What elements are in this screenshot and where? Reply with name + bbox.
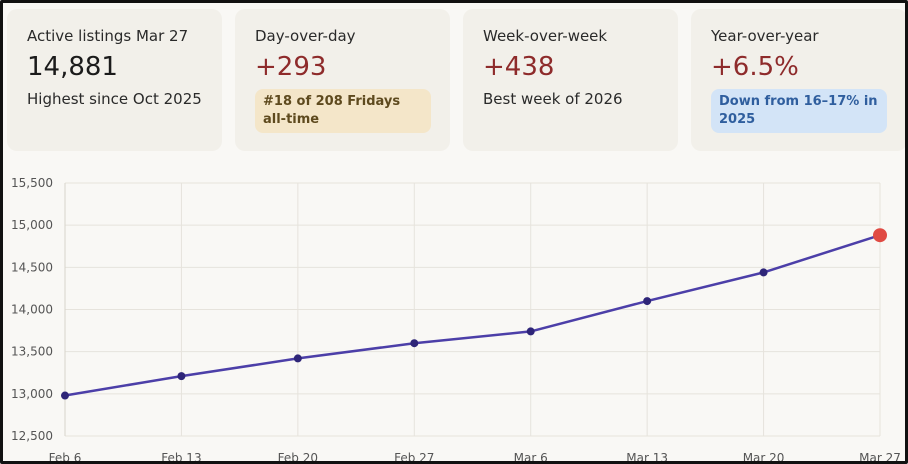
- week-over-week-card: Week-over-week +438 Best week of 2026: [463, 9, 678, 151]
- card-value: +438: [483, 52, 555, 82]
- card-value: +6.5%: [711, 52, 799, 82]
- y-tick-label: 14,500: [11, 260, 53, 274]
- card-value: +293: [255, 52, 327, 82]
- y-tick-label: 14,000: [11, 303, 53, 317]
- year-over-year-card: Year-over-year +6.5% Down from 16–17% in…: [691, 9, 905, 151]
- data-point: [759, 268, 768, 277]
- data-point: [177, 372, 186, 381]
- x-tick-label: Mar 20: [743, 451, 785, 464]
- day-over-day-card: Day-over-day +293 #18 of 208 Fridays all…: [235, 9, 450, 151]
- listings-line-chart: 12,500 13,000 13,500 14,000 14,500 15,000 15,5…: [11, 176, 901, 464]
- card-title: Week-over-week: [483, 27, 608, 45]
- y-tick-label: 15,000: [11, 218, 53, 232]
- x-tick-label: Mar 13: [626, 451, 668, 464]
- rank-badge: #18 of 208 Fridays all-time: [255, 89, 431, 133]
- data-point: [293, 354, 302, 363]
- x-tick-label: Mar 6: [514, 451, 548, 464]
- card-title: Year-over-year: [711, 27, 819, 45]
- card-subtitle: Best week of 2026: [483, 90, 623, 108]
- x-tick-label: Feb 27: [394, 451, 434, 464]
- active-listings-card: Active listings Mar 27 14,881 Highest si…: [7, 9, 222, 151]
- card-value: 14,881: [27, 52, 118, 82]
- card-title: Day-over-day: [255, 27, 356, 45]
- y-tick-label: 12,500: [11, 429, 53, 443]
- x-tick-label: Mar 27: [859, 451, 901, 464]
- x-tick-label: Feb 6: [49, 451, 82, 464]
- data-point: [410, 339, 419, 348]
- x-tick-label: Feb 13: [161, 451, 201, 464]
- y-tick-label: 13,500: [11, 345, 53, 359]
- y-tick-label: 15,500: [11, 176, 53, 190]
- series-line: [64, 234, 881, 397]
- card-title: Active listings Mar 27: [27, 27, 189, 45]
- card-subtitle: Highest since Oct 2025: [27, 90, 202, 108]
- data-point: [643, 297, 652, 306]
- data-point: [61, 391, 69, 400]
- trend-badge: Down from 16–17% in 2025: [711, 89, 887, 133]
- data-point: [526, 327, 535, 336]
- x-tick-label: Feb 20: [278, 451, 318, 464]
- latest-data-point: [873, 228, 887, 243]
- y-tick-label: 13,000: [11, 387, 53, 401]
